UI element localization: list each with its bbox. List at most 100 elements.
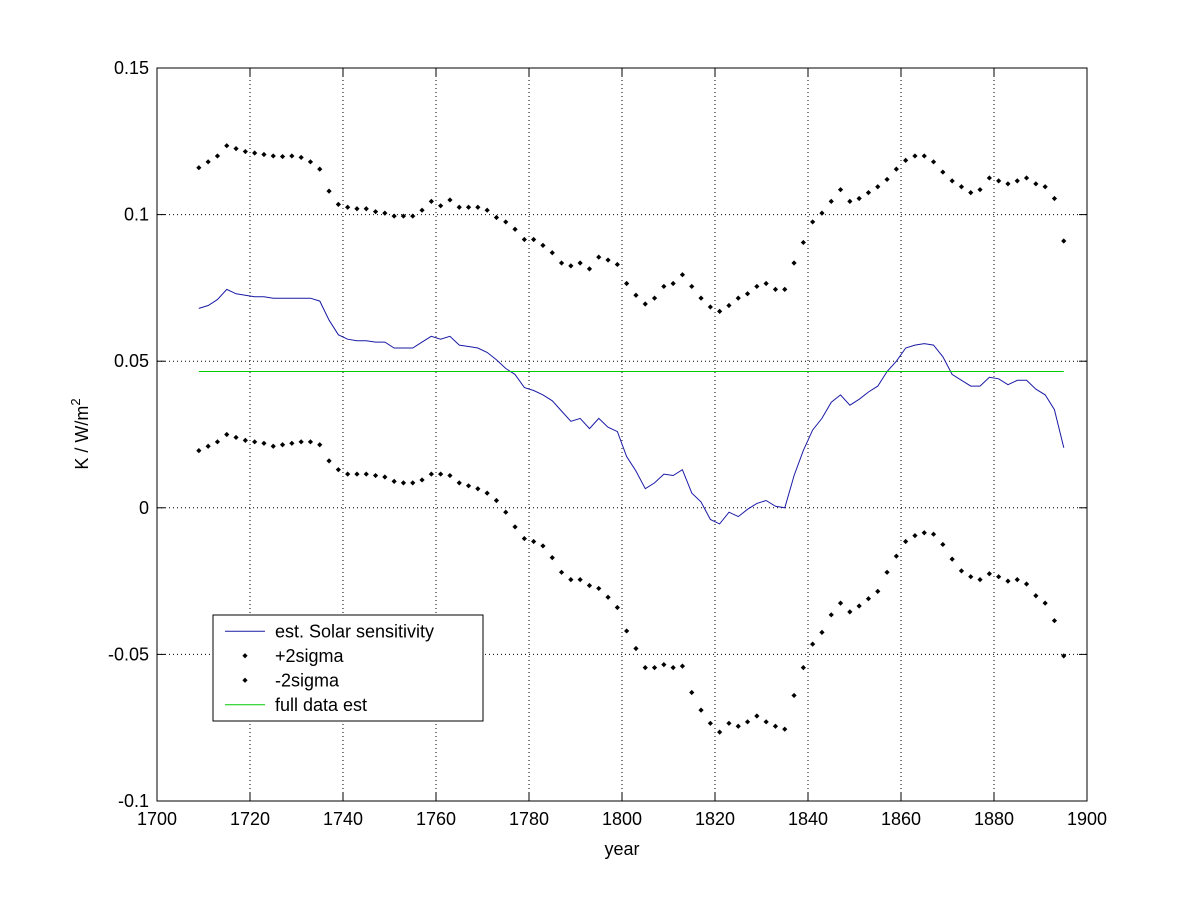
data-point-2sigma	[270, 443, 276, 449]
data-point-2sigma	[958, 568, 965, 574]
x-axis-title: year	[604, 839, 639, 859]
x-tick-label: 1740	[323, 809, 363, 829]
data-point-2sigma	[410, 213, 416, 219]
data-point-2sigma	[940, 169, 946, 175]
series-layer	[196, 143, 1067, 735]
data-point-2sigma	[912, 153, 918, 159]
data-point-2sigma	[856, 603, 862, 609]
data-point-2sigma	[363, 471, 369, 477]
data-point-2sigma	[558, 260, 565, 266]
data-point-2sigma	[289, 153, 295, 159]
data-point-2sigma	[493, 214, 500, 221]
data-point-2sigma	[921, 153, 927, 159]
data-point-2sigma	[531, 538, 537, 545]
data-point-2sigma	[893, 553, 899, 559]
data-point-2sigma	[465, 483, 472, 489]
data-point-2sigma	[819, 629, 825, 636]
data-point-2sigma	[428, 471, 434, 477]
data-point-2sigma	[465, 204, 472, 210]
y-tick-label: 0.15	[114, 58, 149, 78]
data-point-2sigma	[782, 726, 788, 732]
data-point-2sigma	[428, 198, 434, 205]
data-point-2sigma	[298, 439, 304, 445]
data-point-2sigma	[1033, 181, 1039, 187]
y-axis-title-sup: 2	[68, 398, 83, 405]
data-point-2sigma	[233, 434, 239, 441]
data-point-2sigma	[484, 207, 490, 213]
data-point-2sigma	[642, 301, 648, 307]
data-point-2sigma	[438, 471, 444, 477]
data-point-2sigma	[996, 574, 1002, 580]
series-line-est-solar-sensitivity	[198, 288, 1065, 525]
data-point-2sigma	[772, 286, 779, 292]
data-point-2sigma	[772, 723, 779, 729]
data-point-2sigma	[1042, 600, 1048, 606]
data-point-2sigma	[1051, 618, 1058, 624]
data-point-2sigma	[577, 260, 583, 266]
data-point-2sigma	[1005, 181, 1011, 187]
data-point-2sigma	[949, 556, 955, 562]
data-point-2sigma	[503, 219, 509, 225]
data-point-2sigma	[633, 645, 639, 652]
data-point-2sigma	[279, 442, 286, 448]
data-point-2sigma	[372, 472, 379, 479]
data-point-2sigma	[977, 187, 983, 193]
data-point-2sigma	[512, 524, 518, 530]
data-point-2sigma	[689, 283, 695, 290]
data-point-2sigma	[345, 471, 351, 477]
data-point-2sigma	[837, 600, 844, 606]
data-point-2sigma	[810, 641, 816, 647]
data-point-2sigma	[224, 431, 230, 438]
legend-box	[212, 614, 484, 722]
data-point-2sigma	[549, 555, 555, 561]
data-point-2sigma	[419, 477, 425, 483]
data-point-2sigma	[930, 159, 937, 165]
data-point-2sigma	[298, 154, 304, 161]
data-point-2sigma	[614, 261, 620, 268]
data-point-2sigma	[679, 663, 686, 669]
data-point-2sigma	[884, 176, 890, 183]
data-point-2sigma	[205, 443, 211, 449]
y-tick-label: -0.1	[118, 791, 149, 811]
data-point-2sigma	[577, 577, 583, 583]
data-point-2sigma	[261, 440, 267, 446]
y-tick-label: -0.05	[108, 644, 149, 664]
data-point-2sigma	[717, 308, 723, 314]
data-point-2sigma	[1042, 184, 1048, 190]
data-point-2sigma	[689, 689, 695, 696]
data-point-2sigma	[865, 190, 872, 196]
data-point-2sigma	[1023, 175, 1030, 181]
data-point-2sigma	[391, 478, 397, 485]
y-tick-label: 0.05	[114, 351, 149, 371]
data-point-2sigma	[242, 148, 248, 155]
data-point-2sigma	[800, 664, 806, 671]
data-point-2sigma	[586, 582, 593, 589]
data-point-2sigma	[382, 210, 388, 216]
data-point-2sigma	[1051, 195, 1058, 202]
data-point-2sigma	[698, 295, 704, 301]
x-tick-label: 1720	[230, 809, 270, 829]
x-tick-label: 1880	[974, 809, 1014, 829]
data-point-2sigma	[903, 157, 909, 163]
data-point-2sigma	[596, 254, 602, 260]
data-point-2sigma	[828, 612, 834, 618]
legend-label: est. Solar sensitivity	[275, 621, 434, 641]
legend-swatch	[242, 677, 248, 683]
data-point-2sigma	[317, 442, 323, 448]
data-point-2sigma	[345, 204, 351, 210]
data-point-2sigma	[884, 569, 890, 575]
data-point-2sigma	[819, 210, 825, 216]
data-point-2sigma	[903, 538, 909, 545]
data-point-2sigma	[289, 440, 295, 446]
data-point-2sigma	[633, 292, 639, 298]
data-point-2sigma	[726, 302, 732, 309]
data-point-2sigma	[968, 190, 974, 196]
data-point-2sigma	[810, 219, 816, 225]
x-tick-label: 1840	[788, 809, 828, 829]
legend-swatch	[242, 653, 248, 659]
data-point-2sigma	[475, 486, 481, 492]
data-point-2sigma	[828, 198, 834, 205]
data-point-2sigma	[754, 713, 760, 719]
data-point-2sigma	[605, 257, 611, 263]
data-point-2sigma	[372, 209, 379, 215]
